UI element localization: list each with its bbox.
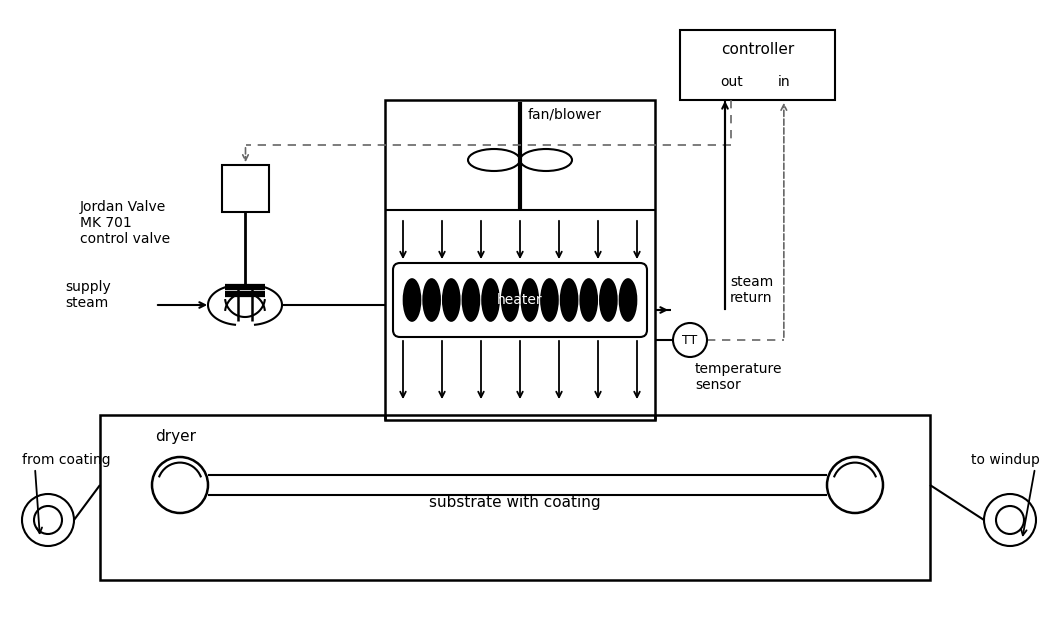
Ellipse shape — [541, 279, 558, 321]
Text: steam
return: steam return — [730, 275, 774, 305]
Text: substrate with coating: substrate with coating — [429, 495, 601, 510]
Ellipse shape — [561, 279, 578, 321]
Ellipse shape — [521, 279, 538, 321]
Text: from coating: from coating — [22, 453, 111, 467]
Ellipse shape — [502, 279, 518, 321]
Text: fan/blower: fan/blower — [528, 107, 602, 121]
Ellipse shape — [443, 279, 460, 321]
Text: dryer: dryer — [155, 429, 196, 444]
Text: temperature
sensor: temperature sensor — [695, 362, 782, 392]
Ellipse shape — [482, 279, 499, 321]
Bar — [680, 30, 835, 100]
Text: to windup: to windup — [971, 453, 1040, 467]
Text: TT: TT — [682, 334, 698, 346]
Bar — [385, 100, 655, 420]
Text: controller: controller — [721, 42, 794, 58]
Bar — [222, 165, 269, 212]
Ellipse shape — [423, 279, 440, 321]
Ellipse shape — [600, 279, 617, 321]
Text: heater: heater — [497, 293, 543, 307]
Bar — [100, 415, 930, 580]
Ellipse shape — [619, 279, 636, 321]
Ellipse shape — [580, 279, 597, 321]
Text: Jordan Valve
MK 701
control valve: Jordan Valve MK 701 control valve — [80, 200, 170, 246]
Text: supply
steam: supply steam — [65, 280, 111, 310]
Circle shape — [674, 323, 706, 357]
Text: in: in — [778, 75, 791, 89]
Ellipse shape — [463, 279, 480, 321]
Ellipse shape — [403, 279, 420, 321]
Text: out: out — [719, 75, 743, 89]
